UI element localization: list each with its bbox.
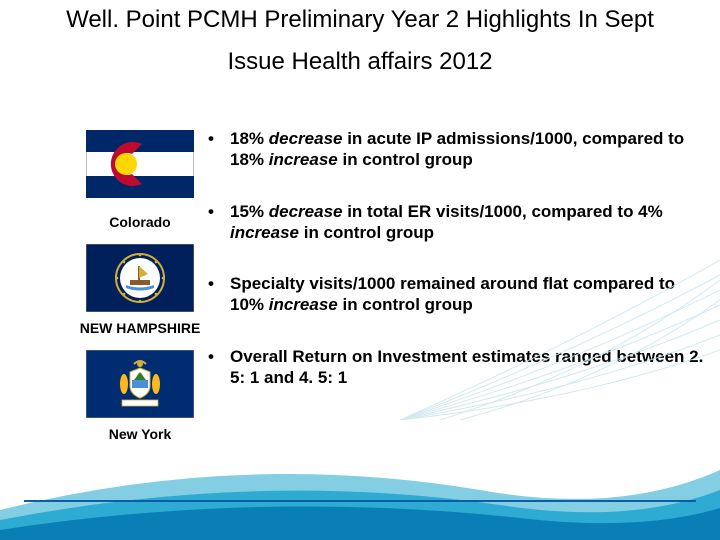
flag-colorado — [86, 130, 194, 198]
flag-new-hampshire — [86, 244, 194, 312]
label-new-hampshire: NEW HAMPSHIRE — [60, 320, 220, 336]
bullet-list: 18% decrease in acute IP admissions/1000… — [208, 128, 708, 418]
title-line-1: Well. Point PCMH Preliminary Year 2 High… — [0, 6, 720, 34]
flag-new-york — [86, 350, 194, 418]
label-new-york: New York — [60, 426, 220, 442]
title-line-2: Issue Health affairs 2012 — [0, 48, 720, 76]
bullet-1: 18% decrease in acute IP admissions/1000… — [208, 128, 708, 171]
bullet-3: Specialty visits/1000 remained around fl… — [208, 273, 708, 316]
bullet-2: 15% decrease in total ER visits/1000, co… — [208, 201, 708, 244]
slide: Well. Point PCMH Preliminary Year 2 High… — [0, 0, 720, 540]
label-colorado: Colorado — [60, 214, 220, 230]
bullet-4: Overall Return on Investment estimates r… — [208, 346, 708, 389]
divider-line — [24, 500, 696, 502]
